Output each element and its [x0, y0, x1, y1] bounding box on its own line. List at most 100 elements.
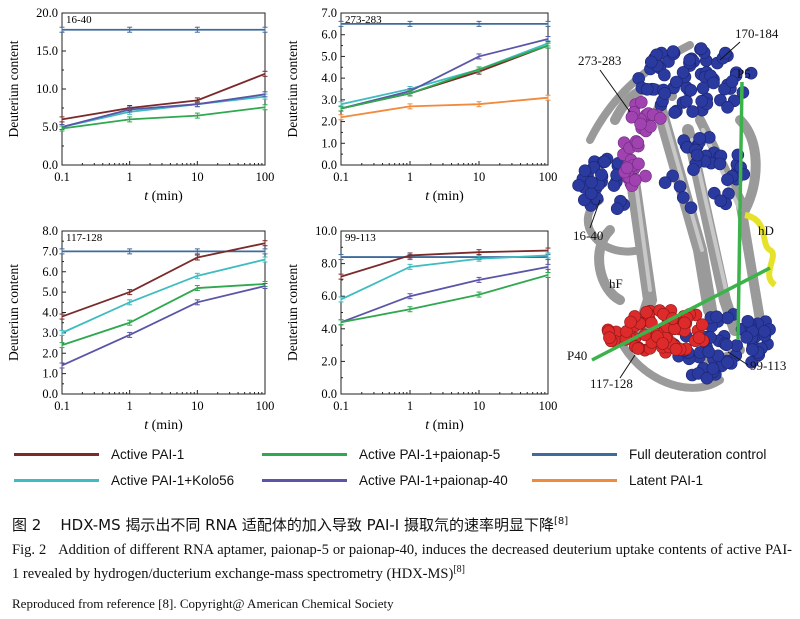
atom-16-40 — [585, 175, 598, 189]
legend-label: Active PAI-1+paionap-5 — [359, 446, 501, 462]
atom-170-184 — [744, 66, 758, 80]
structure-label: hD — [758, 223, 774, 238]
y-tick-label: 7.0 — [321, 6, 337, 20]
y-axis-label: Deuteriun content — [6, 264, 21, 361]
x-tick-label: 10 — [191, 170, 204, 184]
caption-chinese: 图 2 HDX-MS 揭示出不同 RNA 适配体的加入导致 PAI-I 摄取氘的… — [12, 512, 792, 535]
atom-170-184 — [695, 94, 708, 108]
y-axis-label: Deuteriun content — [285, 264, 300, 361]
legend-item: Active PAI-1+Kolo56 — [14, 470, 234, 490]
atom-99-113 — [740, 331, 753, 344]
series-line — [61, 258, 266, 334]
y-tick-label: 2.0 — [321, 115, 337, 129]
protein-structure: 273-283 170-184 P5 16-40 hD hF P40 99-11… — [567, 26, 786, 392]
legend-label: Active PAI-1+paionap-40 — [359, 472, 508, 488]
legend-label: Active PAI-1+Kolo56 — [111, 472, 235, 488]
atom-273-283 — [654, 112, 667, 125]
structure-label: P5 — [737, 66, 751, 81]
structure-label: 117-128 — [590, 376, 633, 391]
chart-99-113: 0.0 2.0 4.0 6.0 8.0 10.0 0.1 1 10 100 t (min) Deute… — [285, 224, 557, 433]
atom-273-283 — [620, 161, 634, 175]
caption-cn-ref: [8] — [553, 516, 569, 527]
structure-label: hF — [609, 276, 623, 291]
y-tick-label: 20.0 — [36, 6, 58, 20]
y-tick-label: 4.0 — [42, 306, 58, 320]
x-axis-label: t (min) — [425, 418, 464, 433]
y-tick-label: 10.0 — [315, 224, 337, 238]
x-tick-label: 1 — [407, 170, 413, 184]
x-tick-label: 1 — [407, 399, 413, 413]
legend-item: Active PAI-1+paionap-40 — [262, 470, 508, 490]
y-tick-label: 0.0 — [321, 387, 337, 401]
structure-label: P40 — [567, 348, 587, 363]
atom-99-113 — [745, 343, 759, 357]
atom-cluster — [690, 148, 704, 162]
y-tick-label: 4.0 — [321, 71, 337, 85]
caption-en-text: Addition of different RNA aptamer, paion… — [12, 542, 792, 582]
x-axis-label: t (min) — [144, 418, 183, 433]
atom-117-128 — [603, 331, 616, 344]
series-line — [61, 95, 266, 128]
atom-170-184 — [658, 87, 672, 100]
atom-16-40 — [584, 187, 598, 200]
atom-273-283 — [634, 117, 647, 131]
atom-16-40 — [607, 179, 621, 192]
atom-cluster — [693, 132, 706, 145]
series-line — [61, 285, 266, 367]
atom-cluster — [673, 180, 687, 193]
atom-cluster — [720, 338, 733, 352]
atom-117-128 — [695, 318, 709, 331]
atom-99-113 — [758, 325, 771, 338]
atom-170-184 — [680, 95, 693, 108]
atom-170-184 — [718, 82, 731, 96]
y-tick-label: 10.0 — [36, 82, 58, 96]
atom-117-128 — [669, 342, 683, 356]
atom-170-184 — [684, 83, 698, 97]
chart-273-283: 0.0 1.0 2.0 3.0 4.0 5.0 6.0 7.0 0.1 1 10 100 t (min)… — [285, 6, 557, 204]
y-tick-label: 6.0 — [321, 28, 337, 42]
x-tick-label: 0.1 — [54, 170, 70, 184]
y-tick-label: 2.0 — [42, 346, 58, 360]
atom-99-113 — [721, 311, 734, 325]
atom-16-40 — [578, 164, 592, 178]
x-tick-label: 0.1 — [333, 170, 349, 184]
caption-english: Fig. 2 Addition of different RNA aptamer,… — [12, 540, 792, 584]
series-line — [340, 44, 549, 110]
atom-99-113 — [710, 310, 723, 324]
y-tick-label: 8.0 — [321, 257, 337, 271]
y-tick-label: 6.0 — [321, 289, 337, 303]
x-tick-label: 100 — [256, 170, 275, 184]
y-tick-label: 2.0 — [321, 354, 337, 368]
caption-en-fig: Fig. 2 — [12, 542, 47, 558]
plot-frame — [61, 230, 266, 395]
legend-label: Full deuteration control — [629, 446, 767, 462]
y-tick-label: 1.0 — [321, 136, 337, 150]
series-line — [61, 72, 266, 121]
legend-item: Active PAI-1+paionap-5 — [262, 444, 500, 464]
series-line — [61, 283, 266, 346]
atom-16-40 — [595, 168, 608, 181]
x-tick-label: 10 — [473, 399, 486, 413]
series-line — [61, 242, 266, 318]
x-tick-label: 10 — [473, 170, 486, 184]
atom-cluster — [687, 163, 700, 176]
panel-title: 16-40 — [66, 14, 92, 26]
legend-swatch — [14, 452, 99, 456]
atom-170-184 — [725, 75, 739, 88]
caption-en-ref: [8] — [453, 564, 465, 575]
atom-117-128 — [692, 331, 706, 345]
legend-label: Latent PAI-1 — [629, 472, 704, 488]
atom-117-128 — [640, 305, 653, 319]
atom-117-128 — [624, 315, 637, 329]
structure-label: 99-113 — [750, 358, 786, 373]
legend-item: Full deuteration control — [532, 444, 766, 464]
x-tick-label: 0.1 — [54, 399, 70, 413]
y-tick-label: 6.0 — [42, 265, 58, 279]
structure-label: 273-283 — [578, 53, 621, 68]
legend-label: Active PAI-1 — [111, 446, 185, 462]
y-tick-label: 8.0 — [42, 224, 58, 238]
structure-label: 170-184 — [735, 26, 779, 41]
atom-170-184 — [670, 75, 683, 89]
series-line — [340, 249, 549, 278]
legend-swatch — [532, 478, 617, 482]
